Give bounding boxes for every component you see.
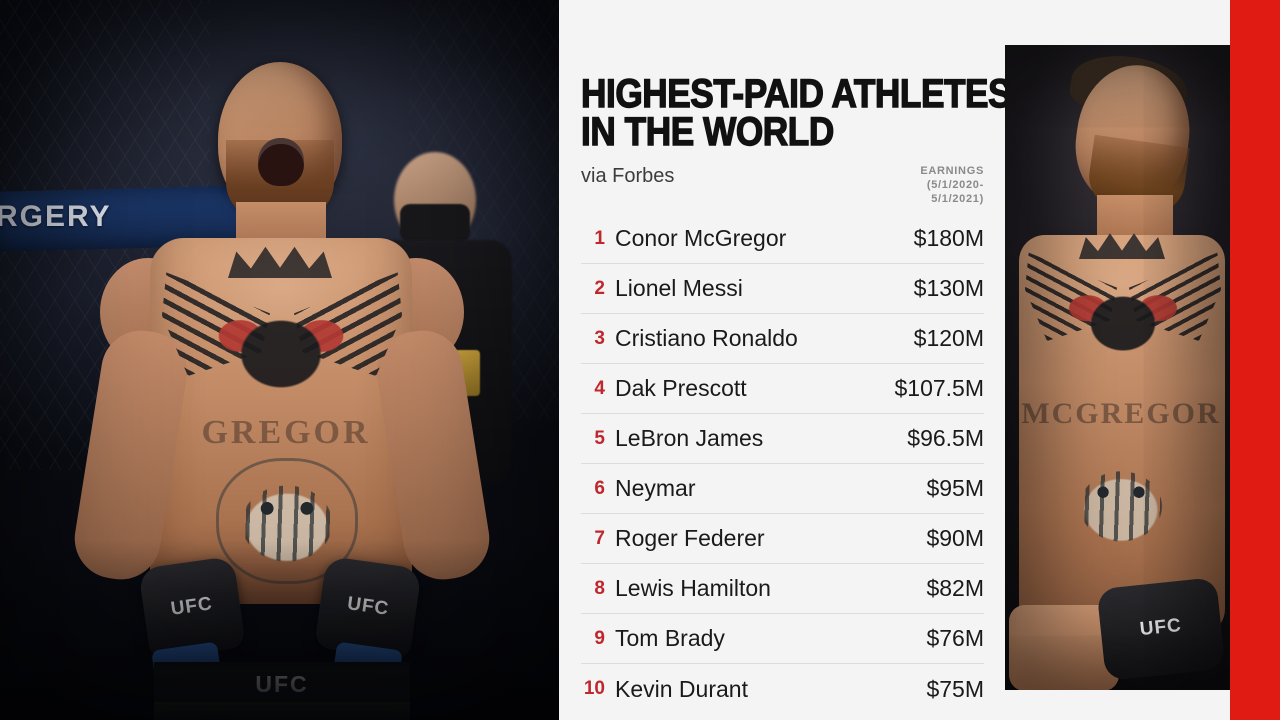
athlete-earnings: $75M xyxy=(926,675,984,702)
table-row[interactable]: 6 Neymar $95M xyxy=(581,464,984,515)
rank-number: 1 xyxy=(594,227,605,249)
ranking-panel: HIGHEST-PAID ATHLETES IN THE WORLD via F… xyxy=(559,0,1012,720)
rank-number: 9 xyxy=(594,627,605,649)
athlete-name: Tom Brady xyxy=(615,625,725,652)
athlete-name: Dak Prescott xyxy=(615,375,747,402)
table-row[interactable]: 9 Tom Brady $76M xyxy=(581,614,984,665)
source-attribution: via Forbes xyxy=(581,165,675,188)
athlete-earnings: $95M xyxy=(926,475,984,502)
rank-number: 8 xyxy=(594,577,605,599)
rank-number: 6 xyxy=(594,477,605,499)
gorilla-chest-tattoo xyxy=(174,276,388,426)
athlete-name: Conor McGregor xyxy=(615,225,787,252)
table-row[interactable]: 2 Lionel Messi $130M xyxy=(581,264,984,315)
chest-name-tattoo: MCGREGOR xyxy=(1021,397,1221,430)
tiger-abdomen-tattoo xyxy=(1057,445,1185,563)
rank-number: 10 xyxy=(583,678,605,700)
title-line-2: IN THE WORLD xyxy=(580,109,835,154)
page-title: HIGHEST-PAID ATHLETES IN THE WORLD xyxy=(580,72,1012,154)
table-row[interactable]: 10 Kevin Durant $75M xyxy=(581,664,984,714)
athlete-name: Lionel Messi xyxy=(615,275,743,302)
gorilla-chest-tattoo xyxy=(1035,257,1211,385)
subheader-row: via Forbes EARNINGS (5/1/2020- 5/1/2021) xyxy=(581,165,984,206)
rank-number: 2 xyxy=(594,277,605,299)
athlete-earnings: $90M xyxy=(926,525,984,552)
title-line-1: HIGHEST-PAID ATHLETES xyxy=(580,72,1012,116)
referee-face-mask xyxy=(400,204,470,242)
athlete-earnings: $82M xyxy=(926,575,984,602)
athlete-earnings: $130M xyxy=(913,275,984,302)
table-row[interactable]: 1 Conor McGregor $180M xyxy=(581,214,984,265)
table-row[interactable]: 5 LeBron James $96.5M xyxy=(581,414,984,465)
photo-vignette xyxy=(1005,45,1230,690)
chest-name-tattoo: GREGOR xyxy=(201,414,371,451)
earnings-column-header: EARNINGS (5/1/2020- 5/1/2021) xyxy=(920,165,984,206)
rank-number: 4 xyxy=(594,377,605,399)
athlete-name: Lewis Hamilton xyxy=(615,575,771,602)
earnings-period-line-1: (5/1/2020- xyxy=(926,178,984,191)
right-fighter-photo: MCGREGOR UFC xyxy=(1005,45,1230,690)
athlete-name: Roger Federer xyxy=(615,525,765,552)
athlete-earnings: $180M xyxy=(913,225,984,252)
table-row[interactable]: 3 Cristiano Ronaldo $120M xyxy=(581,314,984,365)
red-accent-bar xyxy=(1230,0,1280,720)
fighter-open-mouth xyxy=(258,138,304,186)
rank-number: 3 xyxy=(594,327,605,349)
rank-number: 7 xyxy=(594,527,605,549)
rank-number: 5 xyxy=(594,427,605,449)
athlete-name: LeBron James xyxy=(615,425,764,452)
sponsor-banner-text: RGERY xyxy=(0,200,112,233)
athlete-name: Cristiano Ronaldo xyxy=(615,325,798,352)
left-fighter-photo: RGERY GREGOR UFC xyxy=(0,0,559,720)
table-row[interactable]: 7 Roger Federer $90M xyxy=(581,514,984,565)
table-row[interactable]: 4 Dak Prescott $107.5M xyxy=(581,364,984,415)
athlete-earnings: $120M xyxy=(913,325,984,352)
athlete-earnings: $76M xyxy=(926,625,984,652)
athlete-earnings: $107.5M xyxy=(894,375,984,402)
table-row[interactable]: 8 Lewis Hamilton $82M xyxy=(581,564,984,615)
arena-floor-shadow xyxy=(0,540,559,720)
athlete-name: Kevin Durant xyxy=(615,675,748,702)
athlete-earnings: $96.5M xyxy=(907,425,984,452)
earnings-period-line-2: 5/1/2021) xyxy=(931,192,984,205)
earnings-label: EARNINGS xyxy=(920,165,984,178)
photo-vignette xyxy=(0,0,559,720)
athlete-ranking-list: 1 Conor McGregor $180M 2 Lionel Messi $1… xyxy=(581,214,984,714)
athlete-name: Neymar xyxy=(615,475,696,502)
